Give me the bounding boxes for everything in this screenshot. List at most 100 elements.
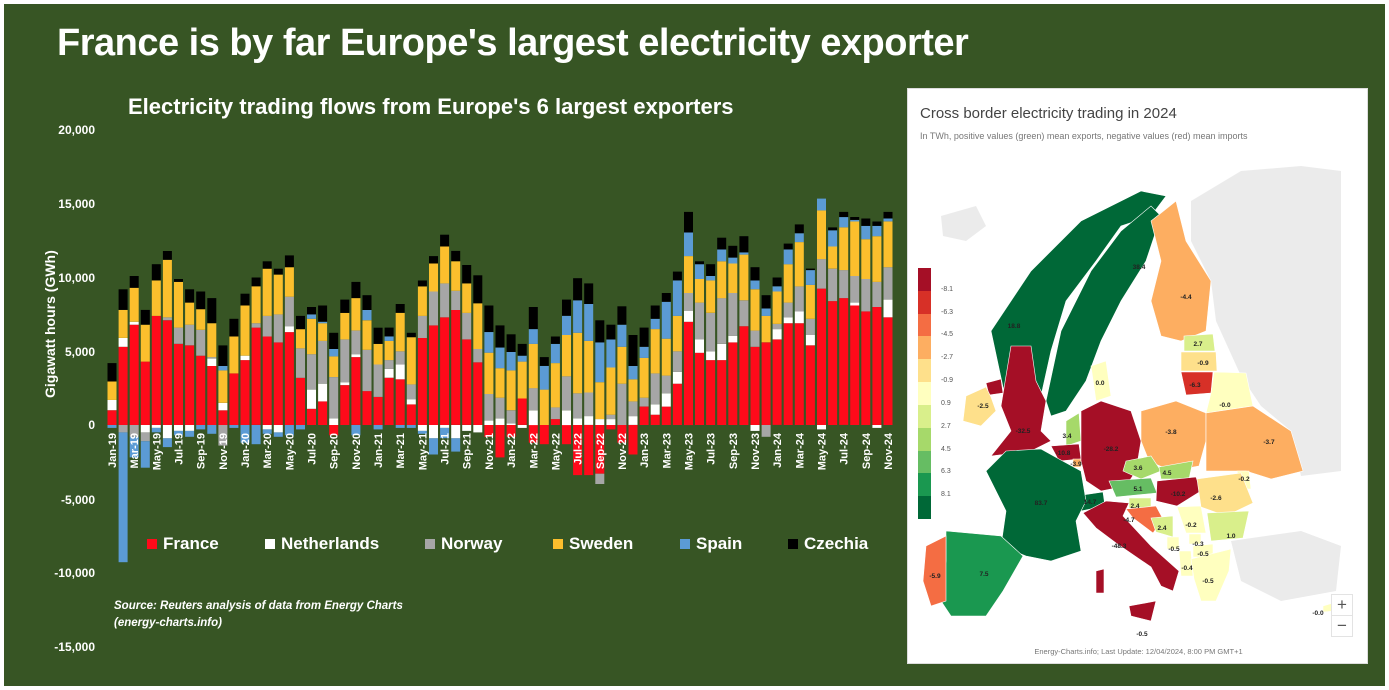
- x-tick-label: Nov-19: [218, 433, 230, 470]
- bar-segment-netherlands: [805, 335, 815, 346]
- bar-segment-norway: [174, 327, 183, 344]
- bar-segment-spain: [573, 300, 583, 333]
- x-tick-label: Jan-23: [639, 433, 651, 468]
- country-latvia[interactable]: [1180, 351, 1218, 372]
- bar-stack: [539, 357, 549, 445]
- bar-segment-france: [196, 355, 206, 425]
- bar-segment-netherlands: [240, 355, 250, 361]
- country-montenegro[interactable]: [1166, 536, 1180, 550]
- bar-segment-france: [617, 425, 627, 443]
- country-ukraine[interactable]: [1205, 405, 1304, 480]
- bar-segment-norway: [273, 314, 283, 343]
- country-netherlands[interactable]: [1065, 412, 1082, 447]
- bar-segment-netherlands: [340, 382, 350, 386]
- bar-segment-czechia: [417, 280, 427, 287]
- europe-map[interactable]: 18.8 38.4 -4.4 2.7 -0.9 -6.3 -0.0 -32.5 …: [908, 89, 1369, 665]
- bar-segment-czechia: [839, 211, 849, 218]
- country-serbia[interactable]: [1176, 505, 1207, 534]
- country-greece[interactable]: [1190, 548, 1232, 602]
- bar-segment-spain: [628, 366, 638, 380]
- bar-segment-norway: [362, 349, 372, 392]
- map-value-hungary: -10.2: [1171, 491, 1186, 498]
- bar-segment-france: [828, 301, 838, 425]
- x-tick-label: Jul-24: [839, 432, 851, 465]
- source-note: Source: Reuters analysis of data from En…: [114, 598, 403, 632]
- bar-segment-netherlands: [262, 425, 272, 430]
- color-scale-segment: [918, 496, 931, 519]
- country-hungary[interactable]: [1155, 476, 1202, 507]
- bar-segment-sweden: [584, 340, 594, 393]
- bar-segment-sweden: [417, 286, 427, 316]
- bar-segment-czechia: [284, 255, 294, 268]
- bar-stack: [695, 261, 704, 425]
- bar-segment-norway: [772, 324, 782, 330]
- bar-segment-france: [550, 419, 560, 425]
- bar-segment-france: [284, 332, 294, 425]
- bar-stack: [329, 332, 339, 436]
- bar-segment-netherlands: [750, 425, 760, 431]
- country-estonia[interactable]: [1183, 333, 1216, 352]
- country-bulgaria[interactable]: [1206, 510, 1250, 542]
- country-france[interactable]: [985, 448, 1087, 562]
- country-ireland[interactable]: [962, 386, 997, 427]
- bar-stack: [207, 298, 217, 434]
- bar-segment-czechia: [805, 268, 815, 271]
- country-sardinia[interactable]: [1095, 568, 1105, 594]
- bar-segment-norway: [473, 349, 483, 363]
- bar-segment-netherlands: [672, 371, 682, 384]
- color-scale-segment: [918, 382, 931, 405]
- bar-segment-france: [883, 317, 893, 425]
- bar-segment-czechia: [318, 305, 328, 322]
- country-albania[interactable]: [1178, 550, 1194, 577]
- bar-segment-sweden: [473, 303, 483, 349]
- x-tick-label: Jul-19: [174, 433, 186, 465]
- bar-segment-norway: [617, 383, 627, 425]
- map-value-poland: -3.8: [1165, 429, 1177, 436]
- country-kosovo[interactable]: [1188, 533, 1202, 545]
- bar-segment-czechia: [462, 265, 472, 284]
- country-poland[interactable]: [1140, 400, 1207, 472]
- zoom-out-button[interactable]: −: [1331, 615, 1353, 637]
- bar-segment-france: [805, 345, 815, 425]
- bar-segment-sweden: [129, 287, 139, 322]
- zoom-in-button[interactable]: +: [1331, 594, 1353, 616]
- bar-segment-czechia: [628, 335, 638, 366]
- bar-segment-netherlands: [728, 335, 738, 343]
- bar-segment-spain: [584, 304, 594, 341]
- country-czechia[interactable]: [1122, 455, 1162, 480]
- bar-segment-netherlands: [717, 343, 727, 361]
- y-tick-label: 20,000: [58, 123, 95, 137]
- map-value-estonia: 2.7: [1193, 341, 1202, 348]
- bar-segment-spain: [107, 425, 117, 428]
- country-portugal[interactable]: [922, 535, 947, 607]
- bar-segment-netherlands: [850, 302, 860, 306]
- country-uk[interactable]: [990, 345, 1052, 457]
- bar-segment-spain: [440, 427, 450, 439]
- country-luxembourg[interactable]: [1072, 458, 1082, 468]
- country-sweden[interactable]: [1045, 205, 1162, 417]
- bar-segment-czechia: [384, 327, 394, 337]
- bar-segment-sweden: [717, 261, 727, 299]
- bar-segment-france: [473, 362, 483, 425]
- bar-segment-france: [539, 425, 549, 445]
- bar-segment-spain: [606, 339, 616, 368]
- bar-stack: [218, 345, 228, 446]
- bar-segment-sweden: [462, 283, 472, 313]
- bar-segment-norway: [406, 384, 416, 400]
- bar-segment-spain: [218, 366, 228, 371]
- bar-segment-france: [817, 288, 826, 425]
- country-romania[interactable]: [1196, 472, 1254, 517]
- bar-segment-netherlands: [273, 425, 283, 433]
- country-sicily[interactable]: [1128, 600, 1157, 622]
- bar-segment-czechia: [118, 289, 128, 310]
- country-italy[interactable]: [1082, 500, 1180, 592]
- bar-segment-france: [672, 383, 682, 425]
- bar-segment-france: [750, 346, 760, 425]
- main-title: France is by far Europe's largest electr…: [57, 22, 969, 64]
- bar-segment-norway: [717, 298, 727, 344]
- bar-segment-spain: [695, 264, 704, 279]
- bar-stack: [517, 343, 527, 428]
- country-denmark[interactable]: [1090, 360, 1112, 402]
- x-tick-label: Nov-22: [617, 433, 629, 470]
- color-scale-label: 0.9: [941, 399, 951, 407]
